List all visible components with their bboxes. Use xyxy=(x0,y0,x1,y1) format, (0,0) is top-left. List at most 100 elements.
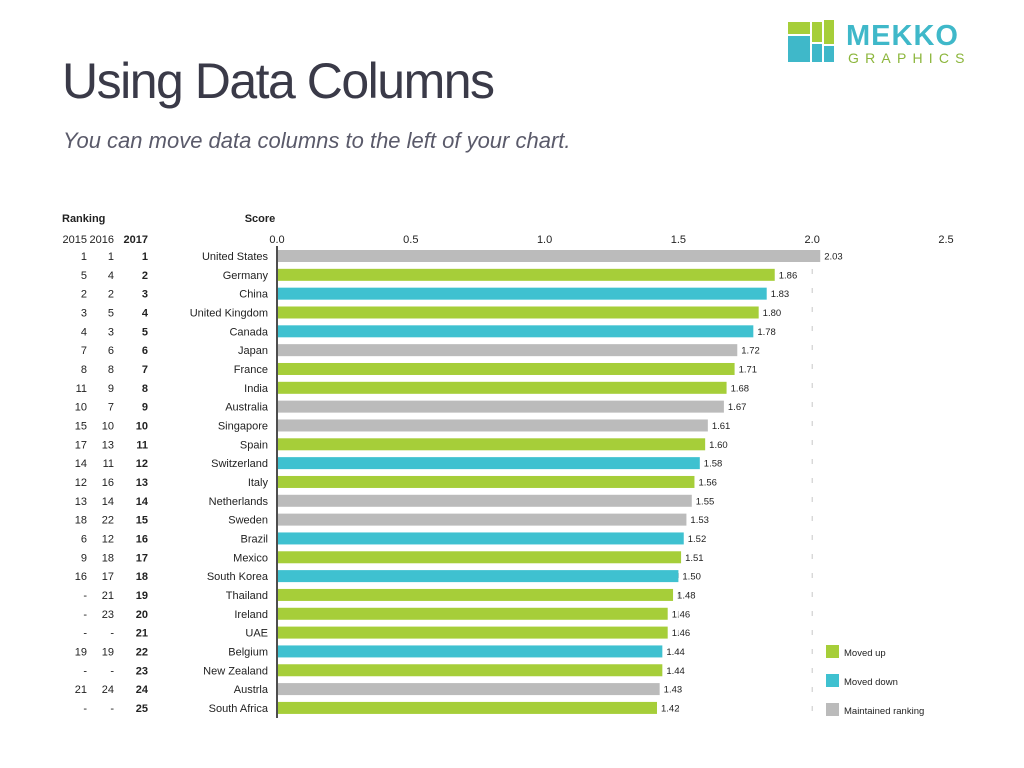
rank-2017: 20 xyxy=(136,609,148,621)
bar-uae xyxy=(278,626,668,639)
rank-2016: 11 xyxy=(103,458,114,470)
country-label: Belgium xyxy=(228,646,268,658)
svg-text:MEKKO: MEKKO xyxy=(846,20,959,52)
legend-swatch-same xyxy=(826,703,839,716)
x-tick-label: 2.0 xyxy=(805,234,820,246)
rank-2017: 24 xyxy=(136,684,149,696)
bar-france xyxy=(278,362,735,375)
rank-2017: 4 xyxy=(142,307,149,319)
legend-swatch-down xyxy=(826,674,839,687)
bar-spain xyxy=(278,438,706,451)
bar-austrla xyxy=(278,683,660,696)
ranking-header: Ranking xyxy=(62,213,105,225)
data-label: 1.46 xyxy=(672,628,691,639)
rank-2017: 14 xyxy=(136,496,149,508)
country-label: Canada xyxy=(229,326,268,338)
data-label: 1.44 xyxy=(666,666,685,677)
rank-2017: 8 xyxy=(142,383,148,395)
country-label: New Zealand xyxy=(203,665,268,677)
bar-united-kingdom xyxy=(278,306,759,319)
rank-2017: 18 xyxy=(136,571,148,583)
rank-2016: 12 xyxy=(102,533,114,545)
country-label: France xyxy=(234,364,268,376)
country-label: Brazil xyxy=(240,533,268,545)
country-label: India xyxy=(244,383,269,395)
bar-thailand xyxy=(278,588,674,601)
country-label: Singapore xyxy=(218,420,268,432)
country-label: Australia xyxy=(225,402,269,414)
rank-2016: 14 xyxy=(102,496,114,508)
country-label: Austrla xyxy=(234,684,269,696)
rank-2017: 2 xyxy=(142,270,148,282)
country-label: UAE xyxy=(245,628,268,640)
country-label: Spain xyxy=(240,439,268,451)
rank-2015: 16 xyxy=(75,571,87,583)
bar-china xyxy=(278,287,767,300)
bar-sweden xyxy=(278,513,687,526)
bar-brazil xyxy=(278,532,684,545)
mekko-graphics-logo: MEKKO GRAPHICS xyxy=(788,20,965,66)
x-tick-label: 0.0 xyxy=(269,234,284,246)
country-label: Thailand xyxy=(226,590,268,602)
rank-2016: 6 xyxy=(108,345,114,357)
country-label: South Africa xyxy=(209,703,269,715)
bar-italy xyxy=(278,475,695,488)
rank-2016: 7 xyxy=(108,402,114,414)
country-label: United Kingdom xyxy=(190,307,268,319)
data-label: 1.71 xyxy=(739,364,758,375)
rank-2017: 25 xyxy=(136,703,148,715)
rank-2015: 14 xyxy=(75,458,87,470)
page-subtitle: You can move data columns to the left of… xyxy=(63,128,571,153)
rank-2017: 7 xyxy=(142,364,148,376)
bar-japan xyxy=(278,344,738,357)
rank-2015: 2 xyxy=(81,289,87,301)
legend-label: Maintained ranking xyxy=(844,706,924,717)
rank-2016: - xyxy=(110,703,114,715)
data-label: 1.44 xyxy=(666,647,685,658)
data-label: 1.50 xyxy=(682,572,701,583)
country-label: Switzerland xyxy=(211,458,268,470)
rank-2017: 5 xyxy=(142,326,148,338)
bar-singapore xyxy=(278,419,708,432)
rank-2015: 3 xyxy=(81,307,87,319)
data-label: 1.72 xyxy=(741,346,760,357)
legend-swatch-up xyxy=(826,645,839,658)
data-label: 1.51 xyxy=(685,553,704,564)
bar-belgium xyxy=(278,645,663,658)
data-label: 1.52 xyxy=(688,534,707,545)
rank-2015: 9 xyxy=(81,552,87,564)
rank-2015: 17 xyxy=(75,439,87,451)
x-tick-label: 1.5 xyxy=(671,234,686,246)
rank-2015: 8 xyxy=(81,364,87,376)
country-label: Sweden xyxy=(228,515,268,527)
data-label: 1.56 xyxy=(698,477,717,488)
rank-2016: 1 xyxy=(108,251,114,263)
bar-india xyxy=(278,381,727,394)
data-label: 1.43 xyxy=(664,685,683,696)
data-label: 1.86 xyxy=(779,270,798,281)
bar-ireland xyxy=(278,607,668,620)
rank-2015: 10 xyxy=(75,402,87,414)
x-tick-label: 2.5 xyxy=(938,234,953,246)
country-label: Ireland xyxy=(234,609,268,621)
legend-label: Moved up xyxy=(844,648,886,659)
rank-2015: 11 xyxy=(76,383,87,395)
rank-2015: 13 xyxy=(75,496,87,508)
data-label: 1.60 xyxy=(709,440,728,451)
rank-2016: 9 xyxy=(108,383,114,395)
data-label: 1.78 xyxy=(757,327,776,338)
rank-2016: 13 xyxy=(102,439,114,451)
rank-2015: 21 xyxy=(75,684,87,696)
bar-mexico xyxy=(278,551,682,564)
rank-2016: 23 xyxy=(102,609,114,621)
bar-netherlands xyxy=(278,494,692,507)
rank-2017: 1 xyxy=(142,251,148,263)
rank-2017: 3 xyxy=(142,289,148,301)
rank-2015: 19 xyxy=(75,646,87,658)
rank-2015: 6 xyxy=(81,533,87,545)
country-label: Japan xyxy=(238,345,268,357)
data-label: 1.80 xyxy=(763,308,782,319)
legend-label: Moved down xyxy=(844,677,898,688)
